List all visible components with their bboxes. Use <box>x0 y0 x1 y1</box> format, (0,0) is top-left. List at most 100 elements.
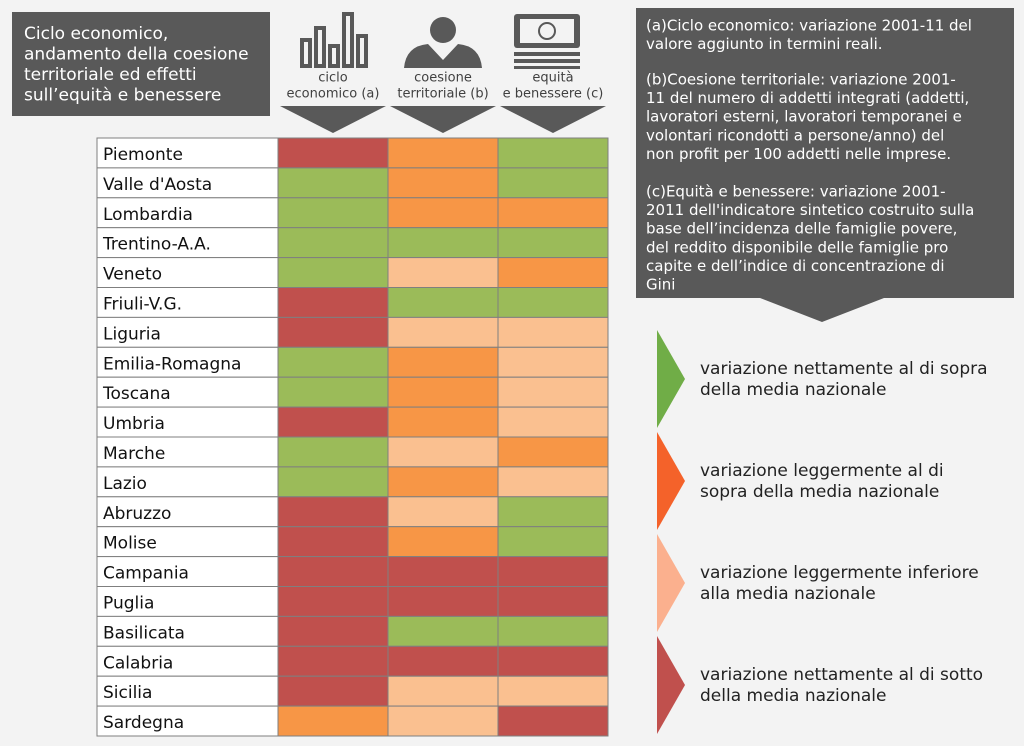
note-line: volontari ricondotti a persone/anno) del <box>646 126 944 144</box>
note-line: base dell’incidenza delle famiglie pover… <box>646 220 957 238</box>
legend-label: sopra della media nazionale <box>700 482 939 502</box>
region-name: Veneto <box>103 265 162 285</box>
legend-chevron <box>657 330 685 428</box>
note-line: non profit per 100 addetti nelle imprese… <box>646 145 951 163</box>
region-name: Piemonte <box>103 145 183 165</box>
status-cell <box>277 586 389 617</box>
region-cell <box>96 316 279 348</box>
legend-chevron <box>657 534 685 632</box>
status-cell <box>277 287 389 318</box>
status-cell <box>277 675 389 707</box>
status-cell <box>277 645 389 677</box>
note-line: lavoratori esterni, lavoratori temporane… <box>646 108 962 126</box>
status-cell <box>387 406 499 438</box>
status-cell <box>497 167 609 199</box>
icon-person <box>404 17 482 68</box>
region-name: Basilicata <box>103 623 185 643</box>
status-cell <box>277 257 389 289</box>
column-label: territoriale (b) <box>397 87 488 102</box>
notes-box <box>636 8 1014 298</box>
note-line: Gini <box>646 276 675 294</box>
note-line: (c)Equità e benessere: variazione 2001- <box>646 183 946 201</box>
note-line: 11 del numero di addetti integrati (adde… <box>646 89 969 107</box>
status-cell <box>387 376 499 408</box>
status-cell <box>497 556 609 587</box>
status-cell <box>387 316 499 348</box>
status-cell <box>387 227 499 259</box>
status-cell <box>277 167 389 199</box>
status-cell <box>277 346 389 378</box>
status-cell <box>387 287 499 318</box>
status-cell <box>277 406 389 438</box>
region-name: Calabria <box>103 653 173 673</box>
legend-label: variazione nettamente al di sotto <box>700 665 983 685</box>
legend-chevron <box>657 432 685 530</box>
status-cell <box>387 556 499 587</box>
region-name: Abruzzo <box>103 504 171 524</box>
status-cell <box>387 705 499 737</box>
status-cell <box>277 227 389 259</box>
region-name: Lazio <box>103 474 147 494</box>
region-name: Molise <box>103 534 157 554</box>
status-cell <box>497 137 609 169</box>
region-cell <box>96 137 279 169</box>
region-cell <box>96 406 279 438</box>
region-name: Lombardia <box>103 205 193 225</box>
column-pointer <box>500 106 606 133</box>
status-cell <box>387 526 499 558</box>
status-cell <box>497 526 609 558</box>
region-cell <box>96 466 279 498</box>
legend-label: variazione leggermente al di <box>700 461 944 481</box>
status-cell <box>497 586 609 617</box>
legend-label: variazione nettamente al di sopra <box>700 359 988 379</box>
column-pointer <box>280 106 386 133</box>
column-label: equità <box>532 71 573 86</box>
status-cell <box>387 496 499 528</box>
status-cell <box>387 197 499 229</box>
note-line: (b)Coesione territoriale: variazione 200… <box>646 71 956 89</box>
legend-label: della media nazionale <box>700 686 887 706</box>
status-cell <box>387 346 499 378</box>
note-line: capite e dell’indice di concentrazione d… <box>646 257 944 275</box>
region-name: Valle d'Aosta <box>103 175 212 195</box>
status-cell <box>497 705 609 737</box>
status-cell <box>497 436 609 468</box>
status-cell <box>277 436 389 468</box>
note-line: del reddito disponibile delle famiglie p… <box>646 238 948 256</box>
title-box <box>12 12 270 116</box>
status-cell <box>497 376 609 408</box>
status-cell <box>277 705 389 737</box>
legend-chevron <box>657 636 685 734</box>
region-name: Liguria <box>103 324 161 344</box>
status-cell <box>277 615 389 647</box>
status-cell <box>387 257 499 289</box>
status-cell <box>497 675 609 707</box>
region-cell <box>96 287 279 318</box>
region-cell <box>96 705 279 737</box>
column-label: ciclo <box>318 71 348 86</box>
status-cell <box>277 496 389 528</box>
region-name: Sicilia <box>103 683 152 703</box>
status-cell <box>387 137 499 169</box>
title-line: territoriale ed effetti <box>24 65 197 85</box>
title-line: andamento della coesione <box>24 45 249 65</box>
status-cell <box>497 197 609 229</box>
status-cell <box>497 496 609 528</box>
region-cell <box>96 376 279 408</box>
status-cell <box>497 645 609 677</box>
column-label: e benessere (c) <box>503 87 604 102</box>
region-name: Sardegna <box>103 713 184 733</box>
status-cell <box>387 436 499 468</box>
region-cell <box>96 346 279 378</box>
legend-label: variazione leggermente inferiore <box>700 563 979 583</box>
region-name: Campania <box>103 564 189 584</box>
region-name: Friuli-V.G. <box>103 294 182 314</box>
title-line: Ciclo economico, <box>24 24 168 44</box>
status-cell <box>277 316 389 348</box>
icon-money <box>514 14 580 69</box>
column-label: coesione <box>414 71 472 86</box>
status-cell <box>387 645 499 677</box>
status-cell <box>277 197 389 229</box>
status-cell <box>277 556 389 587</box>
